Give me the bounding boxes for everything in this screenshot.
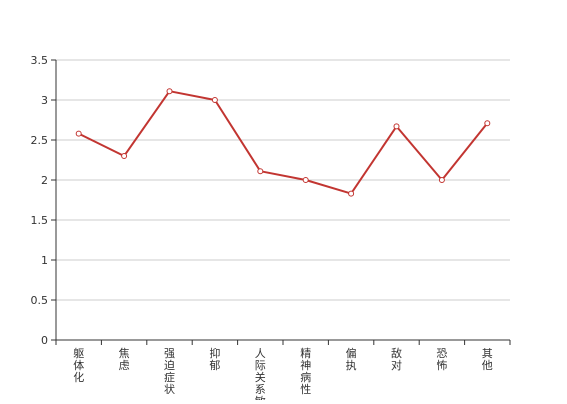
- x-tick-label: 偏执: [346, 346, 357, 372]
- x-tick-label: 恐怖: [436, 347, 447, 372]
- y-tick-label: 1.5: [31, 214, 49, 227]
- x-tick-label: 精神病性: [300, 347, 311, 396]
- data-point: [211, 97, 218, 103]
- data-point: [484, 120, 491, 127]
- y-tick-label: 2.5: [31, 134, 49, 147]
- y-tick-label: 0.5: [31, 294, 49, 307]
- y-tick-label: 3.5: [31, 54, 49, 67]
- axes: [51, 59, 511, 345]
- y-tick-labels: 0 0.5 1 1.5 2 2.5 3 3.5: [31, 54, 49, 347]
- x-tick-label: 敌对: [391, 346, 402, 372]
- series: [75, 88, 491, 197]
- data-point: [348, 190, 355, 197]
- y-tick-label: 2: [41, 174, 48, 187]
- y-tick-label: 1: [41, 254, 48, 267]
- data-point: [438, 177, 445, 183]
- x-tick-label: 焦虑: [119, 347, 130, 372]
- data-point: [257, 168, 264, 175]
- data-point: [75, 130, 82, 137]
- y-tick-label: 3: [41, 94, 48, 107]
- x-tick-label: 人际关系敏感: [255, 347, 266, 400]
- x-tick-label: 其他: [482, 347, 493, 372]
- x-tick-labels: 躯体化 焦虑 强迫症状 抑郁 人际关系敏感 精神病性 偏执 敌对 恐怖 其他: [73, 346, 493, 404]
- data-point: [393, 123, 400, 130]
- x-tick-label: 抑郁: [209, 346, 220, 372]
- series-line: [78, 90, 489, 195]
- x-tick-label: 强迫症状: [164, 347, 175, 396]
- data-point: [166, 88, 173, 95]
- data-point: [302, 177, 309, 183]
- x-tick-label: 躯体化: [73, 347, 84, 384]
- data-point: [121, 153, 128, 159]
- grid-lines: [56, 59, 510, 301]
- y-tick-label: 0: [41, 334, 48, 347]
